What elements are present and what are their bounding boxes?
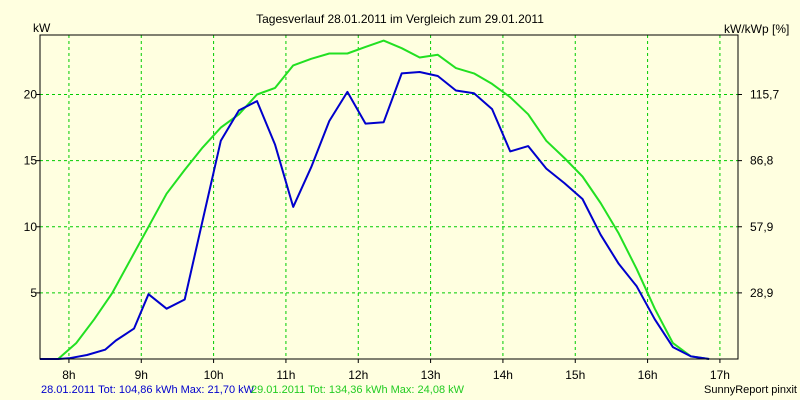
y-tick-label-left: 5 bbox=[30, 286, 37, 300]
y-axis-left-label: kW bbox=[33, 21, 51, 35]
y-tick-label-right: 115,7 bbox=[750, 88, 779, 102]
tick-layer: 8h 9h 10h 11h 12h 13h 14h 15h 16h 17h 5 28,9 10 57,9 1… bbox=[24, 88, 780, 382]
x-tick-label: 16h bbox=[638, 368, 658, 382]
x-tick-label: 14h bbox=[493, 368, 513, 382]
footer-credit: SunnyReport pinxit bbox=[704, 384, 797, 396]
x-tick-label: 9h bbox=[135, 368, 148, 382]
y-tick-label-left: 20 bbox=[24, 88, 38, 102]
y-tick-label-right: 57,9 bbox=[750, 220, 774, 234]
chart-title: Tagesverlauf 28.01.2011 im Vergleich zum… bbox=[256, 12, 544, 26]
x-tick-label: 8h bbox=[62, 368, 75, 382]
y-tick-label-left: 10 bbox=[24, 220, 38, 234]
x-tick-label: 17h bbox=[710, 368, 730, 382]
plot-frame bbox=[39, 34, 739, 360]
series-line-29.01.2011 bbox=[40, 39, 710, 360]
x-tick-label: 12h bbox=[348, 368, 368, 382]
y-tick-label-right: 28,9 bbox=[750, 286, 774, 300]
grid-layer bbox=[40, 35, 738, 359]
x-tick-label: 10h bbox=[204, 368, 224, 382]
x-tick-label: 15h bbox=[565, 368, 585, 382]
x-tick-label: 11h bbox=[276, 368, 295, 382]
footer-series-2: 29.01.2011 Tot: 134,36 kWh Max: 24,08 kW bbox=[251, 384, 465, 396]
y-axis-right-label: kW/kWp [%] bbox=[724, 22, 789, 36]
x-tick-label: 13h bbox=[421, 368, 441, 382]
y-tick-label-left: 15 bbox=[24, 154, 38, 168]
series-line-28.01.2011 bbox=[40, 71, 710, 360]
series-layer bbox=[40, 39, 710, 360]
y-tick-label-right: 86,8 bbox=[750, 154, 774, 168]
footer-series-1: 28.01.2011 Tot: 104,86 kWh Max: 21,70 kW bbox=[41, 384, 255, 396]
